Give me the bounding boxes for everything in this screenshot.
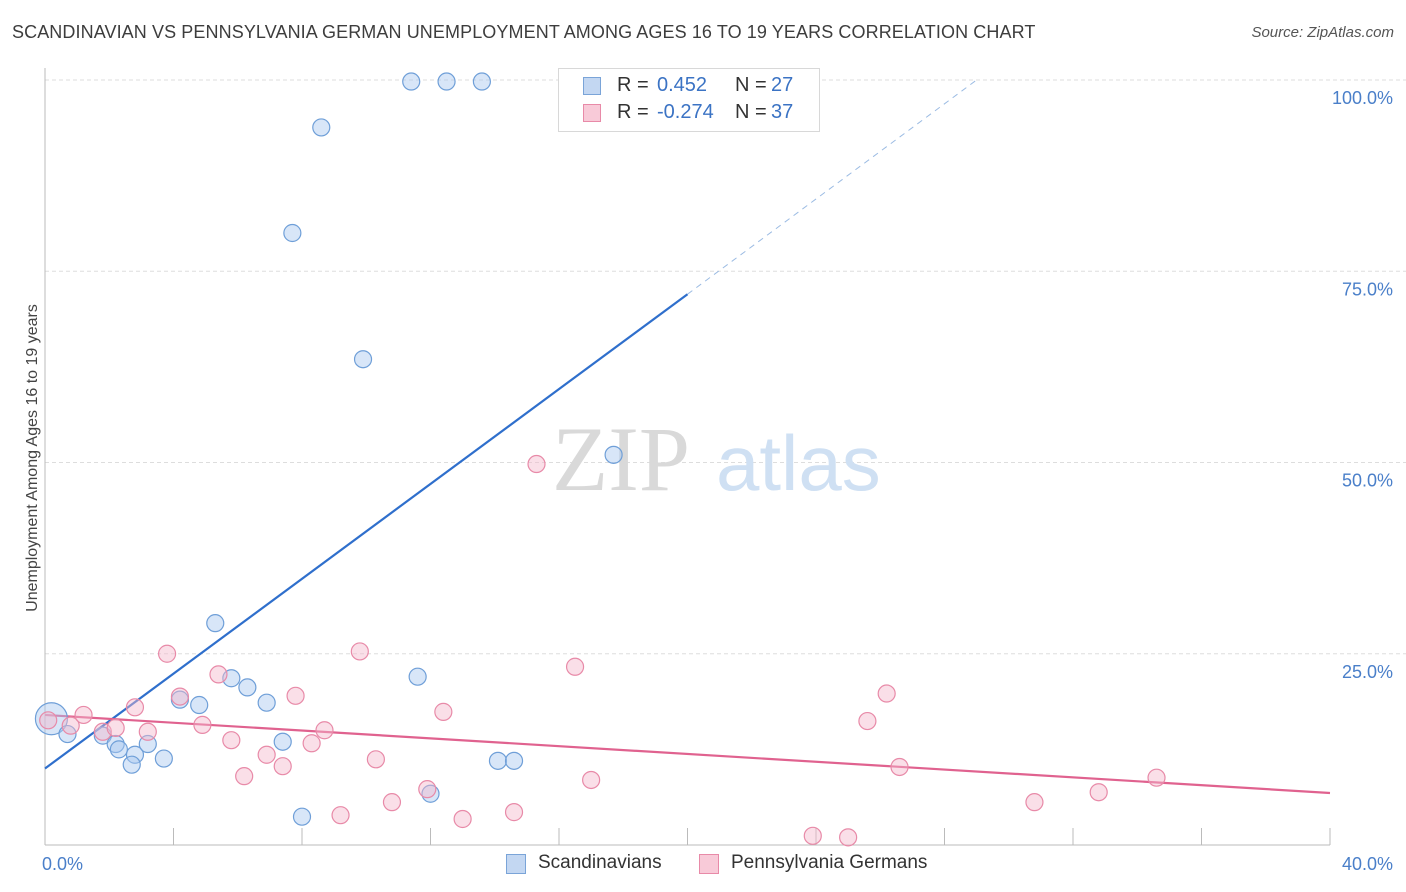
x-tick-label: 0.0% xyxy=(42,854,83,874)
pennsylvania-german-point xyxy=(257,745,276,764)
pennsylvania-german-point xyxy=(125,698,145,717)
pennsylvania-german-point xyxy=(453,809,472,829)
pennsylvania-german-point xyxy=(193,715,212,734)
n-label: N = xyxy=(735,74,767,96)
scandinavian-point xyxy=(190,695,209,715)
scandinavian-point xyxy=(257,693,276,712)
pennsylvania-german-point xyxy=(366,750,385,769)
pennsylvania-german-point xyxy=(382,793,402,812)
pennsylvania-german-point xyxy=(582,770,601,790)
scandinavian-point xyxy=(312,118,331,137)
r-value: 0.452 xyxy=(657,74,708,96)
scandinavian-point xyxy=(206,614,225,633)
pennsylvania-german-point xyxy=(527,454,546,474)
scandinavian-point xyxy=(292,807,312,826)
pennsylvania-german-point xyxy=(273,757,292,776)
pennsylvania-german-point xyxy=(1089,783,1108,802)
pennsylvania-german-point xyxy=(315,721,334,740)
pennsylvania-german-point xyxy=(565,657,585,676)
scandinavian-point xyxy=(604,445,623,464)
pennsylvania-german-point xyxy=(74,705,93,725)
chart-title: SCANDINAVIAN VS PENNSYLVANIA GERMAN UNEM… xyxy=(12,22,1036,42)
r-label: R = xyxy=(617,74,649,96)
pennsylvania-german-point xyxy=(418,780,437,799)
legend-label: Scandinavians xyxy=(538,852,662,873)
trend-line-pennsylvania-germans xyxy=(44,713,1331,795)
pennsylvania-german-point xyxy=(302,734,321,753)
pennsylvania-german-point xyxy=(209,665,228,684)
pink-swatch xyxy=(699,854,719,874)
pennsylvania-german-point xyxy=(1147,768,1166,787)
trend-line-extension xyxy=(687,79,977,295)
stats-legend: R = 0.452 N = 27 R = -0.274 N = 37 xyxy=(558,68,820,132)
scandinavian-point xyxy=(238,678,257,697)
n-value: 37 xyxy=(771,101,794,123)
pennsylvania-german-point xyxy=(235,767,254,786)
watermark-atlas: atlas xyxy=(716,419,881,507)
n-label: N = xyxy=(735,101,767,123)
r-label: R = xyxy=(617,101,649,123)
pennsylvania-german-point xyxy=(350,642,369,661)
scandinavian-point xyxy=(154,749,173,768)
scandinavian-point xyxy=(125,745,145,764)
pennsylvania-german-point xyxy=(331,806,350,825)
scandinavian-point xyxy=(504,751,524,770)
scandinavian-point xyxy=(353,350,373,369)
scandinavian-point xyxy=(109,740,128,759)
pennsylvania-german-point xyxy=(890,757,909,777)
y-tick-label: 75.0% xyxy=(1342,279,1393,299)
y-tick-label: 50.0% xyxy=(1342,471,1393,491)
scandinavian-point xyxy=(106,734,125,754)
source-credit: Source: ZipAtlas.com xyxy=(1251,24,1394,41)
x-tick-label: 40.0% xyxy=(1342,854,1393,874)
legend-label: Pennsylvania Germans xyxy=(731,852,928,873)
pennsylvania-german-point xyxy=(858,711,877,731)
pennsylvania-german-point xyxy=(1025,793,1044,812)
pennsylvania-german-point xyxy=(170,687,190,706)
grid-layer xyxy=(45,79,1406,655)
scandinavian-point xyxy=(273,732,292,751)
pennsylvania-german-point xyxy=(222,731,241,750)
pennsylvania-german-point xyxy=(434,702,453,721)
scandinavian-point xyxy=(283,223,302,243)
trend-line-scandinavians xyxy=(44,293,689,770)
scandinavian-point xyxy=(402,72,421,91)
n-value: 27 xyxy=(771,74,794,96)
tick-layer: 25.0% 50.0% 75.0% 100.0% 0.0% 40.0% xyxy=(42,88,1393,874)
scandinavian-point xyxy=(437,72,456,91)
pennsylvania-german-point xyxy=(286,686,305,705)
trend-layer xyxy=(44,79,1331,795)
pennsylvania-german-point xyxy=(61,716,80,735)
scandinavian-point xyxy=(472,72,491,91)
scandinavian-point xyxy=(408,667,427,686)
blue-swatch xyxy=(583,77,601,95)
pennsylvania-german-point xyxy=(839,828,858,847)
pennsylvania-german-point xyxy=(504,803,524,822)
r-value: -0.274 xyxy=(657,101,714,123)
blue-swatch xyxy=(506,854,526,874)
y-tick-label: 25.0% xyxy=(1342,662,1393,682)
pennsylvania-german-point xyxy=(803,826,822,845)
pennsylvania-german-point xyxy=(106,718,125,738)
scandinavian-point xyxy=(122,755,141,774)
scandinavian-point xyxy=(488,751,508,770)
pennsylvania-german-point xyxy=(138,722,157,741)
point-layer xyxy=(34,72,1166,847)
y-tick-label: 100.0% xyxy=(1332,88,1393,108)
pennsylvania-german-point xyxy=(877,684,896,703)
pennsylvania-german-point xyxy=(157,644,177,663)
y-axis-label: Unemployment Among Ages 16 to 19 years xyxy=(24,304,41,612)
pink-swatch xyxy=(583,104,601,122)
pennsylvania-german-point xyxy=(39,711,58,730)
